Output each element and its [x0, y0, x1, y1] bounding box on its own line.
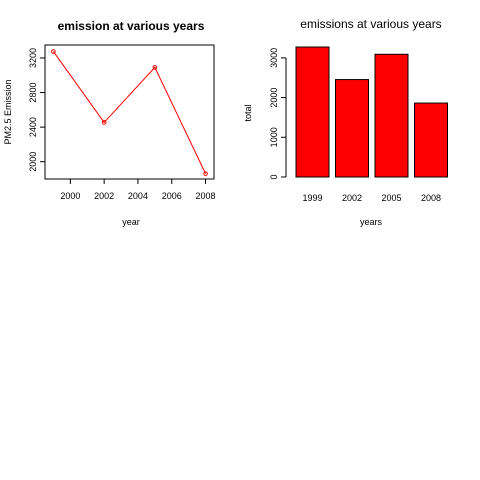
bar-chart-x-label: years	[360, 217, 383, 227]
bar	[335, 79, 369, 178]
bar-chart-y-tick-label: 0	[269, 174, 279, 179]
bar-category-label: 2002	[342, 193, 362, 203]
line-chart-y-tick-label: 2800	[28, 83, 38, 103]
line-chart-y-tick-label: 2000	[28, 152, 38, 172]
bar-category-label: 2008	[421, 193, 441, 203]
line-chart-point	[101, 120, 107, 125]
bar-chart-y-tick-label: 1000	[269, 127, 279, 147]
line-chart-title: emission at various years	[58, 19, 205, 33]
line-chart-y-tick-label: 3200	[28, 48, 38, 68]
bar-chart: emissions at various years 0 1000 2000 3000…	[243, 17, 448, 227]
line-chart-series	[51, 49, 208, 176]
bar-category-label: 1999	[302, 193, 322, 203]
line-chart-x-tick-label: 2002	[94, 191, 114, 201]
bar	[295, 46, 330, 178]
line-chart-x-axis: 2000 2002 2004 2006 2008	[60, 178, 216, 201]
line-chart-y-tick-label: 2400	[28, 117, 38, 137]
line-chart-x-tick-label: 2008	[196, 191, 216, 201]
bar	[374, 53, 409, 178]
line-chart-x-tick-label: 2000	[60, 191, 80, 201]
line-chart-y-label: PM2.5 Emission	[3, 79, 13, 144]
line-chart-x-label: year	[122, 217, 140, 227]
bar-chart-y-tick-label: 2000	[269, 88, 279, 108]
bar-chart-title: emissions at various years	[300, 17, 441, 31]
line-chart-plot-box	[44, 44, 215, 180]
line-chart-point	[203, 171, 208, 176]
bar-chart-y-label: total	[243, 104, 253, 121]
line-chart-x-tick-label: 2004	[128, 191, 148, 201]
line-chart-point	[51, 49, 56, 54]
bar	[414, 102, 448, 178]
bar-category-label: 2005	[381, 193, 401, 203]
bar-chart-category-labels: 1999 2002 2005 2008	[302, 193, 441, 203]
line-chart: emission at various years 2000 2002 2004 20…	[3, 19, 216, 227]
line-chart-point	[152, 65, 158, 70]
line-chart-series-line	[53, 51, 207, 174]
bar-chart-bars	[295, 46, 448, 178]
bar-chart-y-tick-label: 3000	[269, 48, 279, 68]
line-chart-x-tick-label: 2006	[162, 191, 182, 201]
line-chart-y-axis: 2000 2400 2800 3200	[28, 48, 46, 172]
bar-chart-y-axis: 0 1000 2000 3000	[269, 48, 287, 180]
